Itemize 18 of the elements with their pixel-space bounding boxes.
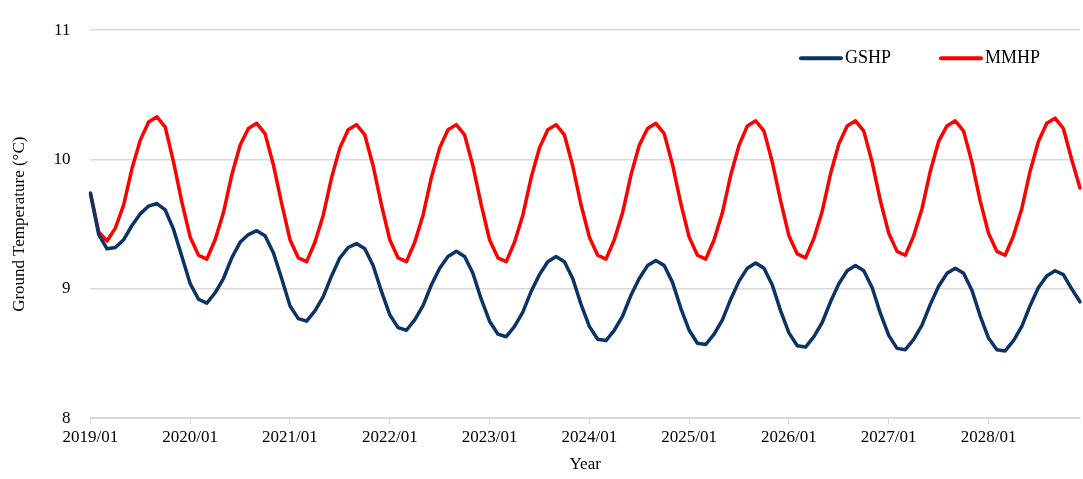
y-tick-label: 10 (53, 149, 71, 168)
x-tick-label: 2019/01 (62, 426, 119, 446)
x-tick-label: 2020/01 (162, 426, 219, 446)
y-tick-label: 9 (61, 278, 71, 298)
y-tick-label: 11 (54, 19, 71, 39)
x-tick-label: 2028/01 (960, 426, 1017, 446)
legend-label: MMHP (984, 46, 1041, 67)
x-tick-label: 2027/01 (860, 426, 917, 446)
legend-label: GSHP (844, 46, 891, 67)
x-tick-label: 2021/01 (262, 426, 318, 446)
y-axis-title: Ground Temperature (°C) (8, 136, 28, 312)
x-tick-label: 2023/01 (461, 426, 518, 446)
x-tick-label: 2024/01 (561, 426, 618, 446)
x-tick-label: 2026/01 (761, 426, 817, 446)
x-axis-title: Year (569, 454, 602, 474)
x-tick-label: 2025/01 (661, 426, 718, 446)
y-tick-label: 8 (61, 407, 71, 427)
x-tick-label: 2022/01 (361, 426, 418, 446)
